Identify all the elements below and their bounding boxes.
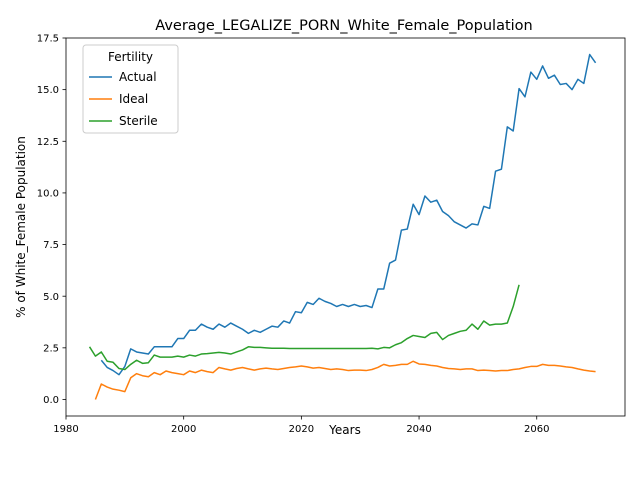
- legend-label-sterile: Sterile: [119, 114, 158, 128]
- x-tick-label: 2020: [289, 424, 314, 435]
- x-tick-label: 1980: [53, 424, 78, 435]
- y-tick-label: 5.0: [43, 292, 59, 303]
- x-tick-label: 2040: [406, 424, 431, 435]
- plot-area-frame: [65, 37, 626, 417]
- y-tick-label: 12.5: [37, 137, 59, 148]
- series-layer: [88, 53, 597, 400]
- legend-label-actual: Actual: [119, 70, 157, 84]
- y-tick-label: 17.5: [37, 34, 59, 45]
- series-line-sterile: [88, 284, 520, 371]
- y-tick-label: 15.0: [37, 85, 59, 96]
- legend-label-ideal: Ideal: [119, 92, 148, 106]
- x-axis-label: Years: [328, 423, 361, 437]
- series-line-actual: [100, 53, 597, 376]
- chart-title: Average_LEGALIZE_PORN_White_Female_Popul…: [155, 18, 533, 34]
- legend: Fertility Actual Ideal Sterile: [82, 44, 179, 134]
- x-tick-label: 2000: [171, 424, 196, 435]
- legend-box: [82, 44, 179, 134]
- y-tick-label: 2.5: [43, 343, 59, 354]
- y-axis-label: % of White_Female Population: [14, 136, 28, 318]
- series-line-ideal: [94, 360, 596, 400]
- legend-title: Fertility: [108, 50, 153, 64]
- y-tick-label: 10.0: [37, 189, 59, 200]
- y-tick-label: 7.5: [43, 240, 59, 251]
- x-tick-label: 2060: [524, 424, 549, 435]
- y-tick-label: 0.0: [43, 395, 59, 406]
- y-axis: 0.0 2.5 5.0 7.5 10.0 12.5 15.0 17.5: [37, 34, 66, 406]
- x-axis: 1980 2000 2020 2040 2060: [53, 416, 549, 435]
